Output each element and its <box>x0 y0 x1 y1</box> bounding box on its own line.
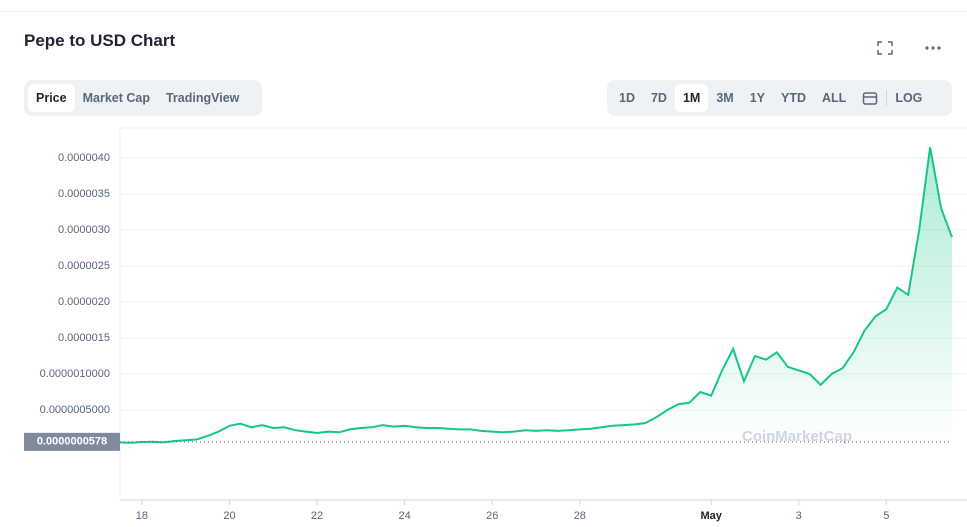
y-tick-label: 0.0000030 <box>58 224 110 236</box>
range[interactable]: 1Y <box>749 91 766 105</box>
divider <box>0 11 967 12</box>
tab[interactable]: TradingView <box>165 91 240 105</box>
log-toggle[interactable]: LOG <box>895 91 923 105</box>
expand-icon[interactable] <box>877 41 893 55</box>
y-tick-label: 0.0000020 <box>58 296 110 308</box>
more-icon[interactable] <box>925 46 941 50</box>
range[interactable]: 3M <box>716 91 734 105</box>
tab-group: Price Market Cap TradingView <box>24 80 262 116</box>
range[interactable]: 7D <box>650 91 667 105</box>
tab[interactable]: Market Cap <box>82 91 150 105</box>
y-tick-label: 0.0000040 <box>58 152 110 164</box>
x-tick-label: 3 <box>796 510 802 522</box>
x-tick-label: 5 <box>883 510 889 522</box>
current-price-label: 0.0000000578 <box>37 436 107 448</box>
range[interactable]: ALL <box>822 91 847 105</box>
y-tick-label: 0.0000015 <box>58 332 110 344</box>
separator <box>886 90 888 106</box>
range[interactable]: 1D <box>619 91 635 105</box>
x-tick-label: 26 <box>486 510 498 522</box>
x-tick-label: 20 <box>223 510 235 522</box>
price-area <box>120 147 952 446</box>
x-tick-label: 18 <box>136 510 148 522</box>
x-tick-label: 22 <box>311 510 323 522</box>
tab[interactable]: Price <box>28 84 75 112</box>
price-line <box>119 147 953 444</box>
x-tick-label: May <box>700 510 722 522</box>
range-group: 1D 7D 1M 3M 1Y YTD ALL LOG <box>607 80 952 116</box>
calendar-icon[interactable] <box>862 90 878 106</box>
title: Pepe to USD Chart <box>24 31 176 50</box>
y-tick-label: 0.0000010000 <box>40 368 110 380</box>
current-price-box <box>24 432 120 451</box>
watermark: CoinMarketCap <box>742 428 852 445</box>
x-tick-label: 24 <box>399 510 411 522</box>
range[interactable]: YTD <box>781 91 807 105</box>
y-tick-label: 0.0000025 <box>58 260 110 272</box>
x-tick-label: 28 <box>574 510 586 522</box>
y-tick-label: 0.0000005000 <box>40 404 110 416</box>
y-tick-label: 0.0000035 <box>58 188 110 200</box>
range[interactable]: 1M <box>674 84 709 112</box>
